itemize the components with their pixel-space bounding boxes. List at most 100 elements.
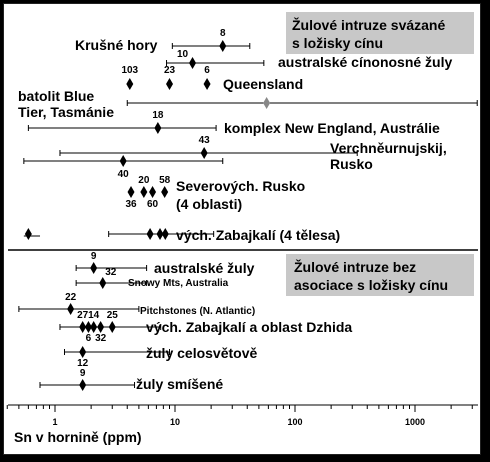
data-point: [24, 228, 32, 240]
x-tick-label: 100: [287, 417, 302, 427]
row-australske-zuly: 9: [75, 251, 148, 274]
point-count-label: 20: [138, 175, 150, 186]
label-zabajkali: vých. Zabajkalí (4 tělesa): [176, 227, 340, 243]
data-point: [79, 379, 87, 391]
range-bar: [171, 43, 251, 49]
data-point: [84, 321, 92, 333]
row-australske-cinonosne: 10: [166, 49, 265, 69]
point-count-label: 40: [118, 169, 130, 180]
data-point: [263, 97, 271, 109]
data-point: [126, 78, 134, 90]
label-australske-zuly: australské žuly: [154, 260, 255, 276]
x-tick-label: 1: [52, 417, 57, 427]
point-count-label: 36: [125, 199, 137, 210]
label-zuly-smisene: žuly smíšené: [136, 376, 223, 392]
x-tick-label: 1000: [405, 417, 425, 427]
label-new-england: komplex New England, Austrálie: [224, 120, 440, 136]
row-blue-tier: [126, 97, 478, 109]
point-count-label: 14: [88, 310, 100, 321]
row-zuly-celosvetove: 12: [64, 346, 171, 369]
point-count-label: 8: [220, 28, 226, 39]
x-axis-label: Sn v hornině (ppm): [14, 429, 142, 445]
data-point: [119, 155, 127, 167]
range-bar: [27, 125, 217, 131]
data-point: [156, 228, 164, 240]
point-count-label: 23: [164, 65, 176, 76]
data-point: [200, 147, 208, 159]
data-point: [140, 186, 148, 198]
point-count-label: 32: [95, 333, 107, 344]
point-count-label: 18: [152, 110, 164, 121]
row-zabajkali-dzhida: 27 6 14 32 25: [59, 310, 162, 344]
data-point: [67, 303, 75, 315]
point-count-label: 43: [199, 135, 211, 146]
range-bar: [75, 265, 148, 271]
point-count-label: 60: [147, 199, 159, 210]
range-bar: [126, 100, 478, 106]
label-australske-cinonosne: australské cínonosné žuly: [278, 54, 452, 70]
data-point: [90, 262, 98, 274]
point-count-label: 32: [105, 267, 117, 278]
title-tin-line1: Žulové intruze svázané: [292, 16, 445, 33]
range-bar: [59, 150, 358, 156]
data-point: [161, 186, 169, 198]
label-verch-line1: Verchněurnujskij,: [330, 140, 447, 156]
data-point: [149, 186, 157, 198]
row-queensland: 103 23 6: [121, 65, 211, 90]
point-count-label: 103: [121, 65, 138, 76]
label-zabajkali-dzhida: vých. Zabajkalí a oblast Dzhida: [146, 319, 352, 335]
data-point: [146, 228, 154, 240]
data-point: [154, 122, 162, 134]
point-count-label: 58: [159, 175, 171, 186]
label-zuly-celosvetove: žuly celosvětově: [146, 345, 257, 361]
data-point: [108, 321, 116, 333]
point-count-label: 27: [77, 310, 89, 321]
label-blue-tier-line1: batolit Blue: [18, 88, 94, 104]
label-snowy-mts: Snowy Mts, Australia: [128, 278, 229, 289]
title-box-barren: Žulové intruze bez asociace s ložisky cí…: [286, 254, 474, 296]
title-box-tin: Žulové intruze svázané s ložisky cínu: [286, 12, 474, 54]
point-count-label: 25: [107, 310, 119, 321]
data-point: [189, 57, 197, 69]
point-count-label: 22: [65, 292, 77, 303]
data-point: [99, 277, 107, 289]
row-zuly-smisene: 9: [39, 368, 136, 391]
point-count-label: 6: [204, 65, 210, 76]
data-point: [166, 78, 174, 90]
data-point: [161, 228, 169, 240]
data-point: [219, 40, 227, 52]
label-verch-line2: Rusko: [330, 156, 373, 172]
range-bar: [75, 280, 148, 286]
data-point: [79, 321, 87, 333]
label-sev-line2: (4 oblasti): [176, 196, 242, 212]
row-krusne-hory: 8: [171, 28, 251, 52]
title-tin-line2: s ložisky cínu: [292, 35, 383, 51]
range-bar: [166, 60, 265, 66]
range-bar: [18, 306, 140, 312]
point-count-label: 9: [80, 368, 86, 379]
data-point: [97, 321, 105, 333]
label-blue-tier-line2: Tier, Tasmánie: [18, 104, 114, 120]
data-point: [90, 321, 98, 333]
point-count-label: 12: [77, 358, 89, 369]
x-axis-ticks: 1 10 100 1000: [6, 405, 488, 427]
title-barren-line2: asociace s ložisky cínu: [294, 277, 448, 293]
row-zabajkali: [23, 228, 215, 240]
point-count-label: 6: [86, 333, 92, 344]
row-snowy-mts: 32: [75, 267, 148, 289]
label-sev-line1: Severových. Rusko: [176, 178, 305, 194]
row-severovych-rusko: 36 20 60 58: [125, 175, 170, 210]
title-barren-line1: Žulové intruze bez: [294, 258, 416, 275]
point-count-label: 9: [91, 251, 97, 262]
x-tick-label: 10: [170, 417, 180, 427]
row-pitchstones: 22: [18, 292, 140, 315]
row-verchneurnujskij: 43 40: [23, 135, 358, 180]
data-point: [203, 78, 211, 90]
range-bar: [39, 382, 136, 388]
data-point: [79, 346, 87, 358]
label-pitchstones: Pitchstones (N. Atlantic): [140, 306, 255, 317]
data-point: [127, 186, 135, 198]
label-queensland: Queensland: [223, 76, 303, 92]
